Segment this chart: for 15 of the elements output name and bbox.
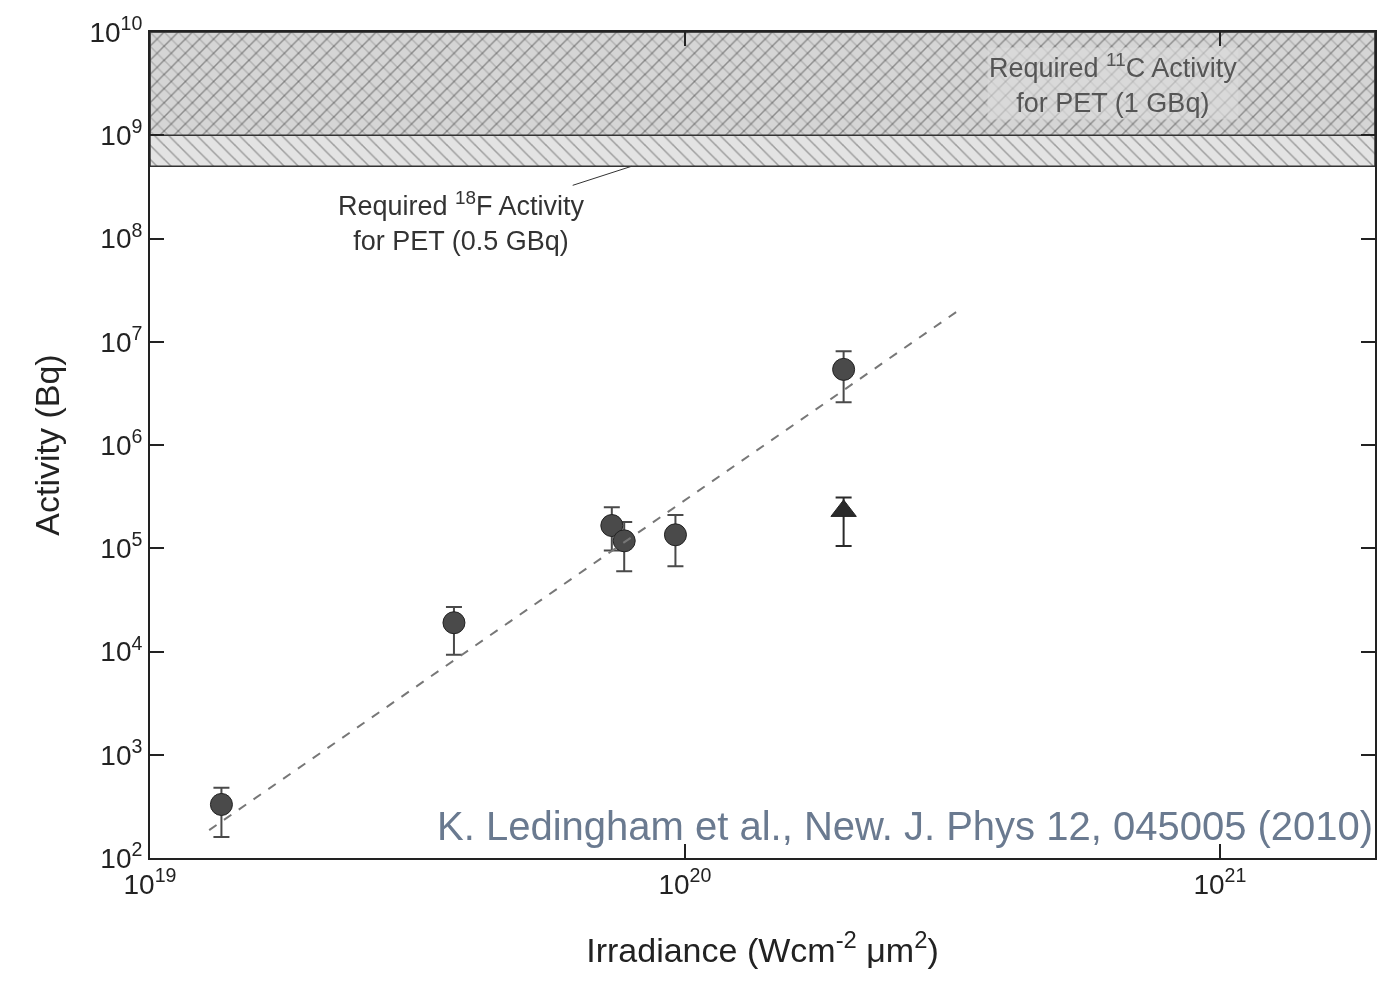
band-label: Required $^{18}$F Activity for PET (0.5 GBq) xyxy=(338,187,585,257)
y-tick-label: 10$^{5}$ xyxy=(100,528,143,565)
x-axis-title: Irradiance (Wcm$^{-2}$ μm$^{2}$) xyxy=(586,926,939,970)
band-label: Required $^{11}$C Activity for PET (1 GBq) xyxy=(989,49,1238,119)
y-tick-label: 10$^{10}$ xyxy=(89,12,143,48)
x-tick-label: 10$^{21}$ xyxy=(1193,863,1247,900)
annotation: K. Ledingham et al., New. J. Phys 12, 045005 (2010) xyxy=(437,804,1374,848)
y-tick-label: 10$^{9}$ xyxy=(100,115,143,152)
y-tick-label: 10$^{7}$ xyxy=(100,321,143,358)
x-tick-label: 10$^{20}$ xyxy=(658,863,712,900)
y-tick-label: 10$^{6}$ xyxy=(100,425,143,461)
y-tick-label: 10$^{3}$ xyxy=(100,734,143,771)
y-tick-label: 10$^{8}$ xyxy=(100,218,143,255)
y-tick-label: 10$^{4}$ xyxy=(100,631,143,668)
y-axis-title: Activity (Bq) xyxy=(27,354,66,536)
